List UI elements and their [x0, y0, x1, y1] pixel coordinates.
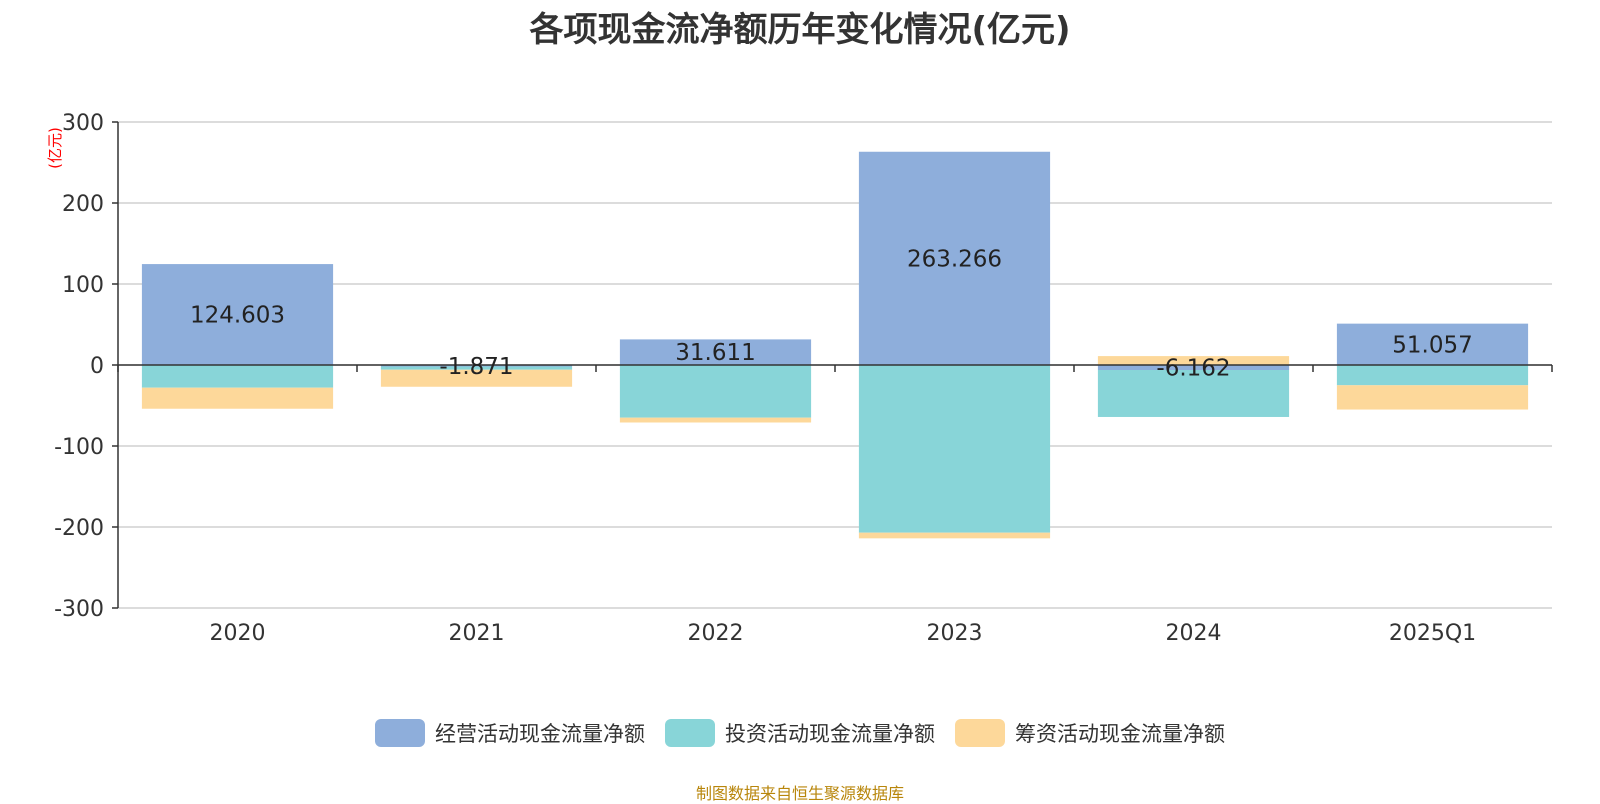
bar-segment: [1097, 369, 1290, 417]
bar-segment: [858, 532, 1051, 539]
bar-segment: [141, 387, 334, 409]
source-note: 制图数据来自恒生聚源数据库: [695, 784, 904, 803]
legend-label: 经营活动现金流量净额: [435, 722, 645, 746]
bar-segment: [380, 365, 573, 367]
bar-segment: [141, 365, 334, 388]
bar-segment: [141, 264, 334, 365]
legend-label: 筹资活动现金流量净额: [1015, 722, 1225, 746]
x-tick-label: 2025Q1: [1389, 621, 1476, 646]
x-tick-label: 2024: [1166, 621, 1222, 646]
legend-swatch: [375, 719, 425, 747]
y-tick-label: 0: [90, 354, 104, 379]
legend-swatch: [665, 719, 715, 747]
data-label: 124.603: [190, 303, 285, 329]
x-tick-label: 2023: [927, 621, 983, 646]
chart-legend: 经营活动现金流量净额 投资活动现金流量净额 筹资活动现金流量净额: [0, 718, 1600, 748]
y-tick-label: 100: [62, 273, 104, 298]
legend-item[interactable]: 经营活动现金流量净额: [375, 718, 645, 748]
data-label: 51.057: [1392, 332, 1472, 358]
legend-label: 投资活动现金流量净额: [725, 722, 935, 746]
legend-swatch: [955, 719, 1005, 747]
data-label: 263.266: [907, 246, 1002, 272]
bar-segment: [1336, 323, 1529, 365]
y-tick-label: -300: [54, 597, 104, 622]
legend-item[interactable]: 投资活动现金流量净额: [665, 718, 935, 748]
data-label: -6.162: [1156, 355, 1230, 381]
bar-segment: [858, 365, 1051, 533]
bar-segment: [1097, 365, 1290, 370]
chart-title: 各项现金流净额历年变化情况(亿元): [529, 10, 1071, 50]
x-tick-label: 2021: [449, 621, 505, 646]
x-tick-label: 2022: [688, 621, 744, 646]
bar-segment: [619, 339, 812, 365]
y-tick-label: 300: [62, 111, 104, 136]
y-tick-label: -200: [54, 516, 104, 541]
y-tick-label: -100: [54, 435, 104, 460]
bar-segment: [619, 417, 812, 423]
data-label: -1.871: [439, 354, 513, 380]
bar-segment: [380, 369, 573, 387]
x-tick-label: 2020: [210, 621, 266, 646]
bar-segment: [619, 365, 812, 418]
bar-segment: [1336, 385, 1529, 410]
y-axis-unit-label: (亿元): [46, 127, 64, 169]
bar-segment: [858, 151, 1051, 365]
data-label: 31.611: [675, 340, 755, 366]
y-tick-label: 200: [62, 192, 104, 217]
bar-segment: [1336, 365, 1529, 386]
bar-segment: [1097, 356, 1290, 365]
bar-segment: [380, 366, 573, 370]
legend-item[interactable]: 筹资活动现金流量净额: [955, 718, 1225, 748]
